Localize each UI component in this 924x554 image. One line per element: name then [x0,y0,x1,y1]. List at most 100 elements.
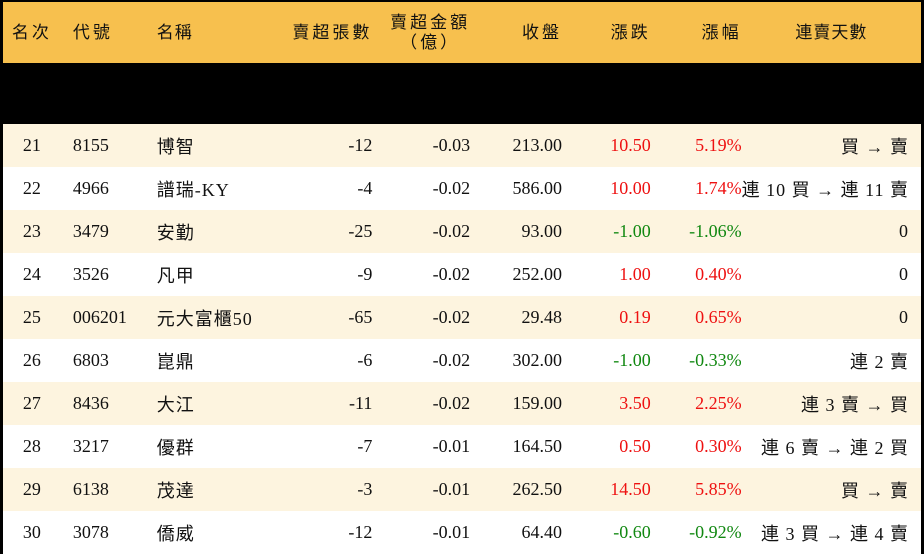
cell-change: 1.00 [619,264,651,284]
cell-close: 262.50 [512,479,562,499]
cell-sell-lots: -12 [348,522,373,542]
table-row: 23 3479 安勤 -25 -0.02 93.00 -1.00 -1.06% … [3,210,921,253]
cell-rank: 29 [22,479,41,499]
cell-rank: 26 [22,350,41,370]
header-divider [3,63,921,124]
cell-change-pct: 5.19% [695,135,742,155]
header-sell-amount-line1: 賣超金額 [390,12,471,32]
header-name: 名稱 [156,22,193,42]
cell-sell-lots: -12 [348,135,373,155]
cell-name: 大江 [156,394,195,415]
header-sell-amount-unit: （億） [400,32,461,52]
header-change-pct: 漲幅 [701,22,742,42]
cell-rank: 27 [22,393,41,413]
cell-code: 006201 [72,307,127,327]
table-row: 30 3078 僑威 -12 -0.01 64.40 -0.60 -0.92% … [3,511,921,554]
table-row: 21 8155 博智 -12 -0.03 213.00 10.50 5.19% … [3,124,921,167]
cell-sell-lots: -65 [348,307,373,327]
cell-name: 博智 [156,136,195,157]
table-row: 27 8436 大江 -11 -0.02 159.00 3.50 2.25% 連… [3,382,921,425]
cell-change: -1.00 [613,221,651,241]
cell-rank: 21 [22,135,41,155]
cell-sell-amount: -0.01 [432,479,471,499]
cell-rank: 23 [22,221,41,241]
cell-consecutive-days: 買 → 賣 [841,136,909,157]
cell-sell-lots: -9 [357,264,373,284]
cell-rank: 28 [22,436,41,456]
cell-change: 0.19 [619,307,651,327]
cell-rank: 24 [22,264,41,284]
table-header: 名次 代號 名稱 賣超張數 賣超金額 （億） 收盤 漲跌 漲幅 連賣天數 [3,2,921,124]
cell-change-pct: 1.74% [695,178,742,198]
cell-code: 8436 [72,393,109,413]
header-consecutive-days: 連賣天數 [795,22,868,42]
cell-sell-amount: -0.02 [432,264,471,284]
cell-code: 6138 [72,479,109,499]
cell-close: 29.48 [521,307,562,327]
cell-close: 64.40 [521,522,562,542]
ranking-table-frame: 名次 代號 名稱 賣超張數 賣超金額 （億） 收盤 漲跌 漲幅 連賣天數 21 [3,2,921,554]
net-sell-ranking-table: 名次 代號 名稱 賣超張數 賣超金額 （億） 收盤 漲跌 漲幅 連賣天數 21 [3,2,921,554]
cell-close: 164.50 [512,436,562,456]
cell-consecutive-days: 0 [899,221,909,241]
cell-change-pct: 0.65% [695,307,742,327]
cell-sell-amount: -0.01 [432,522,471,542]
cell-rank: 22 [22,178,41,198]
cell-name: 茂達 [156,480,195,501]
cell-consecutive-days: 連 3 買 → 連 4 賣 [761,523,909,544]
cell-consecutive-days: 連 6 賣 → 連 2 買 [761,437,909,458]
cell-name: 譜瑞-KY [156,179,230,200]
header-close: 收盤 [521,22,562,42]
cell-code: 6803 [72,350,109,370]
cell-sell-lots: -3 [357,479,373,499]
cell-code: 3526 [72,264,109,284]
table-body: 21 8155 博智 -12 -0.03 213.00 10.50 5.19% … [3,124,921,554]
cell-close: 213.00 [512,135,562,155]
cell-change-pct: 5.85% [695,479,742,499]
cell-sell-amount: -0.02 [432,221,471,241]
header-rank: 名次 [11,22,52,42]
cell-sell-lots: -6 [357,350,373,370]
cell-consecutive-days: 連 2 賣 [850,351,909,372]
header-row: 名次 代號 名稱 賣超張數 賣超金額 （億） 收盤 漲跌 漲幅 連賣天數 [3,2,921,63]
cell-change-pct: 0.40% [695,264,742,284]
cell-change-pct: -0.33% [689,350,742,370]
cell-sell-lots: -25 [348,221,373,241]
cell-change-pct: -0.92% [689,522,742,542]
cell-sell-amount: -0.02 [432,178,471,198]
cell-change: -0.60 [613,522,651,542]
table-row: 28 3217 優群 -7 -0.01 164.50 0.50 0.30% 連 … [3,425,921,468]
cell-change-pct: -1.06% [689,221,742,241]
cell-code: 8155 [72,135,109,155]
cell-consecutive-days: 0 [899,307,909,327]
cell-name: 優群 [156,437,195,458]
cell-sell-amount: -0.03 [432,135,471,155]
cell-sell-amount: -0.01 [432,436,471,456]
cell-sell-amount: -0.02 [432,350,471,370]
cell-sell-lots: -11 [349,393,373,413]
cell-rank: 30 [22,522,41,542]
cell-sell-lots: -7 [357,436,373,456]
cell-consecutive-days: 連 3 賣 → 買 [801,394,909,415]
cell-change: 10.00 [610,178,651,198]
cell-change: 3.50 [619,393,651,413]
table-row: 24 3526 凡甲 -9 -0.02 252.00 1.00 0.40% 0 [3,253,921,296]
cell-name: 元大富櫃50 [156,308,253,329]
header-divider-line [3,63,921,124]
cell-code: 4966 [72,178,109,198]
cell-change: 10.50 [610,135,651,155]
cell-close: 93.00 [521,221,562,241]
cell-consecutive-days: 買 → 賣 [841,480,909,501]
cell-name: 崑鼎 [156,351,195,372]
cell-name: 僑威 [156,523,195,544]
table-row: 26 6803 崑鼎 -6 -0.02 302.00 -1.00 -0.33% … [3,339,921,382]
cell-change: -1.00 [613,350,651,370]
cell-sell-amount: -0.02 [432,393,471,413]
header-code: 代號 [72,22,113,42]
cell-code: 3078 [72,522,109,542]
cell-name: 凡甲 [156,265,195,286]
cell-close: 252.00 [512,264,562,284]
cell-change-pct: 2.25% [695,393,742,413]
header-sell-amount-label: 賣超金額 （億） [390,13,470,53]
cell-close: 302.00 [512,350,562,370]
